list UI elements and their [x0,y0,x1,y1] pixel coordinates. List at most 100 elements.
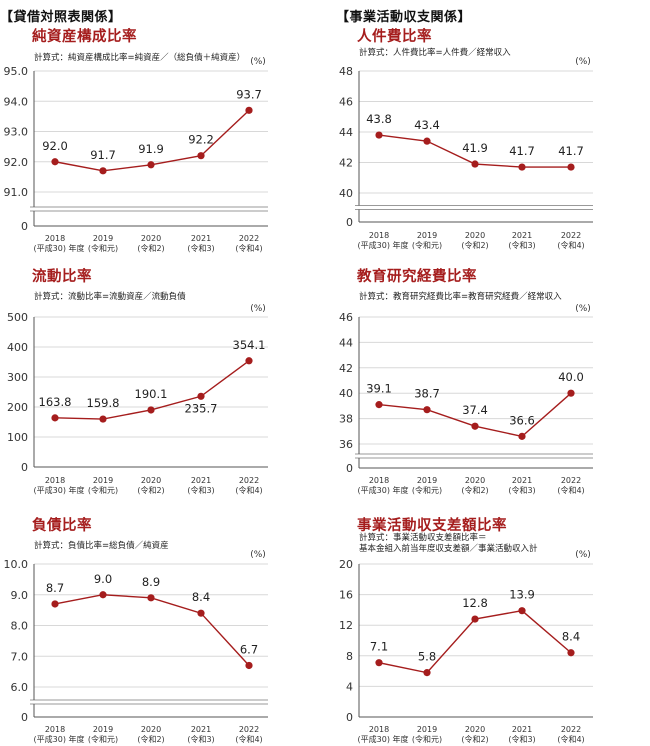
unit-label: (%) [250,57,266,67]
y-tick-label: 94.0 [4,95,29,108]
y-tick-label: 0 [346,711,353,724]
y-tick-label: 42 [339,362,353,375]
y-tick-label: 36 [339,438,353,451]
x-tick-sublabel: (令和4) [235,243,262,253]
y-tick-label-zero: 0 [346,216,353,229]
x-tick-sublabel: (令和3) [508,485,535,495]
y-tick-label-zero: 0 [21,711,28,724]
x-tick-sublabel: (令和2) [461,485,488,495]
x-tick-sublabel: (令和3) [187,243,214,253]
data-point [197,392,205,400]
data-label: 163.8 [39,395,72,409]
x-tick-label: 2021 [512,725,532,734]
unit-label: (%) [575,304,591,314]
y-tick-label: 44 [339,336,353,349]
y-tick-label: 4 [346,680,353,693]
data-label: 190.1 [135,387,168,401]
data-point [518,163,526,171]
x-tick-label: 2018 [45,234,65,243]
x-tick-sublabel: (令和元) [88,485,118,495]
formula-net-assets: 計算式：純資産構成比率=純資産／（総負債＋純資産） [34,53,246,63]
chart-title-balance: 事業活動収支差額比率 [357,518,507,534]
data-label: 8.4 [192,590,210,604]
y-tick-label: 100 [7,431,28,444]
data-point [147,161,155,169]
section-title-activity: 【事業活動収支関係】 [336,10,472,25]
data-point [471,615,479,623]
x-tick-sublabel: (令和4) [557,240,584,250]
data-point [245,106,253,114]
x-tick-label: 2019 [93,725,113,734]
x-tick-label: 2021 [512,476,532,485]
y-tick-label: 8 [346,650,353,663]
y-tick-label: 300 [7,371,28,384]
chart-title-education: 教育研究経費比率 [357,269,477,285]
y-tick-label: 8.0 [11,620,29,633]
x-tick-label: 2020 [465,476,485,485]
x-tick-sublabel: (平成30) 年度 [34,485,85,495]
data-label: 37.4 [462,403,488,417]
data-label: 91.7 [90,148,116,162]
data-label: 159.8 [87,396,120,410]
y-tick-label: 44 [339,126,353,139]
data-label: 8.7 [46,581,64,595]
data-label: 354.1 [233,338,266,352]
x-tick-sublabel: (令和2) [137,734,164,744]
data-point [147,406,155,414]
y-tick-label: 400 [7,341,28,354]
data-point [245,661,253,670]
data-point [197,152,205,160]
unit-label: (%) [575,550,591,560]
x-tick-label: 2018 [369,231,389,240]
chart-title-current: 流動比率 [32,269,92,285]
data-label: 12.8 [462,596,488,610]
data-point [518,607,526,615]
x-tick-sublabel: (平成30) 年度 [358,485,409,495]
data-label: 41.7 [509,144,535,158]
data-point [423,406,431,414]
x-tick-sublabel: (令和3) [508,734,535,744]
x-tick-label: 2021 [191,725,211,734]
y-tick-label: 46 [339,311,353,324]
formula-current: 計算式：流動比率=流動資産／流動負債 [34,292,186,302]
y-tick-label: 48 [339,65,353,78]
data-label: 93.7 [236,87,262,101]
x-tick-label: 2022 [239,234,259,243]
data-label: 41.9 [462,141,488,155]
x-tick-label: 2018 [369,725,389,734]
data-point [375,659,383,667]
formula-debt: 計算式：負債比率=総負債／純資産 [34,541,169,551]
y-tick-label: 42 [339,157,353,170]
data-point [147,594,155,602]
x-tick-sublabel: (令和2) [461,240,488,250]
data-label: 40.0 [558,370,584,384]
y-tick-label: 92.0 [4,156,29,169]
x-tick-sublabel: (令和2) [137,485,164,495]
y-tick-label: 7.0 [11,650,29,663]
x-tick-label: 2018 [369,476,389,485]
chart-title-debt: 負債比率 [32,518,92,534]
data-label: 36.6 [509,413,535,427]
formula-balance-line1: 計算式：事業活動収支差額比率＝ [359,533,487,543]
y-tick-label: 46 [339,96,353,109]
y-tick-label-zero: 0 [346,462,353,475]
data-label: 43.4 [414,118,440,132]
x-tick-sublabel: (平成30) 年度 [34,734,85,744]
formula-education: 計算式：教育研究経費比率=教育研究経費／経常収入 [359,292,562,302]
x-tick-label: 2021 [191,234,211,243]
data-point [245,357,253,365]
x-tick-label: 2022 [561,476,581,485]
x-tick-label: 2019 [417,231,437,240]
data-point [471,422,479,430]
y-tick-label: 9.0 [11,589,29,602]
data-point [518,432,526,440]
chart-title-personnel: 人件費比率 [357,29,432,45]
x-tick-sublabel: (令和元) [412,485,442,495]
x-tick-label: 2019 [417,725,437,734]
x-tick-sublabel: (令和3) [187,485,214,495]
data-point [375,401,383,409]
x-tick-sublabel: (令和2) [461,734,488,744]
x-tick-sublabel: (令和3) [187,734,214,744]
x-tick-sublabel: (令和4) [557,485,584,495]
